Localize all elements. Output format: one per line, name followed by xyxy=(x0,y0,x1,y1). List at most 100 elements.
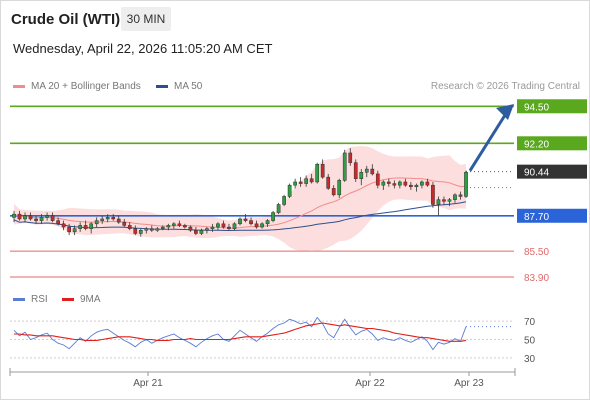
candle-body xyxy=(166,225,171,228)
candle-body xyxy=(265,220,270,225)
candle-body xyxy=(34,218,38,221)
candle-body xyxy=(304,178,308,184)
candle-body xyxy=(375,173,380,186)
candle-body xyxy=(409,184,413,188)
candle-body xyxy=(386,181,391,184)
candle-body xyxy=(287,184,292,197)
candle-body xyxy=(23,215,27,220)
rsi-level-label-70: 70 xyxy=(524,317,536,328)
legend-ma50: MA 50 xyxy=(156,81,202,92)
candle-body xyxy=(442,199,446,202)
candle-body xyxy=(348,152,353,163)
candle-body xyxy=(149,228,154,231)
candle-body xyxy=(216,223,220,228)
candle-body xyxy=(127,225,132,229)
legend-rsi: RSI xyxy=(13,294,48,305)
candle-body xyxy=(464,172,468,197)
candle-body xyxy=(194,230,198,234)
candle-body xyxy=(221,223,226,228)
candle-body xyxy=(183,225,187,228)
candle-body xyxy=(326,176,331,189)
candle-body xyxy=(342,152,347,181)
level-box-90.44 xyxy=(517,164,587,179)
candle-body xyxy=(425,181,430,186)
candle-body xyxy=(61,223,66,228)
candle-body xyxy=(188,226,193,231)
candle-body xyxy=(353,162,358,179)
candle-body xyxy=(447,199,452,202)
candle-body xyxy=(83,225,88,229)
candle-body xyxy=(160,226,165,229)
candle-body xyxy=(436,199,441,205)
candle-body xyxy=(453,194,457,200)
candle-body xyxy=(210,226,215,229)
rsi-label: RSI xyxy=(31,294,48,305)
candle-body xyxy=(56,220,60,225)
timeframe-badge[interactable]: 30 MIN xyxy=(121,7,171,31)
candle-body xyxy=(403,181,408,186)
rsi-ma9-line xyxy=(14,322,467,342)
level-label-87.70: 87.70 xyxy=(524,212,549,223)
ma50-swatch xyxy=(156,85,168,88)
level-label-83.90: 83.90 xyxy=(524,273,549,284)
level-label-94.50: 94.50 xyxy=(524,102,549,113)
x-tick-label-0: Apr 21 xyxy=(133,378,163,389)
candle-body xyxy=(227,226,231,229)
candle-body xyxy=(155,228,160,231)
candle-body xyxy=(249,220,253,225)
candle-body xyxy=(243,218,248,221)
candle-body xyxy=(12,213,16,218)
candle-body xyxy=(337,180,342,196)
level-label-90.44: 90.44 xyxy=(524,168,549,179)
rsi-swatch xyxy=(13,298,25,301)
candle-body xyxy=(133,228,138,234)
bollinger-band xyxy=(14,146,466,251)
candle-body xyxy=(271,212,275,221)
ma20-label: MA 20 + Bollinger Bands xyxy=(31,81,141,92)
candle-body xyxy=(28,215,33,220)
rsi-line xyxy=(13,316,467,351)
level-label-92.20: 92.20 xyxy=(524,139,549,150)
candle-body xyxy=(116,218,121,223)
ma20-line xyxy=(13,177,467,229)
level-label-85.50: 85.50 xyxy=(524,247,549,258)
rsi-level-label-30: 30 xyxy=(524,354,536,365)
candle-body xyxy=(238,218,242,225)
candle-body xyxy=(420,181,424,186)
candle-body xyxy=(364,168,369,173)
candle-body xyxy=(370,168,375,175)
candle-body xyxy=(138,230,143,234)
candle-body xyxy=(94,220,99,225)
projection-arrow-shaft xyxy=(468,114,507,172)
candle-body xyxy=(282,196,286,205)
candle-body xyxy=(431,184,435,205)
candle-body xyxy=(39,217,44,221)
x-tick-label-1: Apr 22 xyxy=(355,378,385,389)
candle-body xyxy=(254,223,259,228)
candle-body xyxy=(381,181,386,186)
rsi-level-label-50: 50 xyxy=(524,336,536,347)
candle-body xyxy=(50,215,55,221)
candle-body xyxy=(67,226,71,233)
candle-body xyxy=(309,178,314,183)
candle-body xyxy=(172,223,176,226)
candle-body xyxy=(100,218,105,221)
candle-body xyxy=(17,213,22,220)
level-box-94.50 xyxy=(517,99,587,114)
candle-body xyxy=(414,184,419,188)
instrument-title: Crude Oil (WTI) xyxy=(11,11,121,28)
candle-body xyxy=(122,221,127,226)
legend-ma20: MA 20 + Bollinger Bands xyxy=(13,81,141,92)
candle-body xyxy=(45,215,49,218)
candle-body xyxy=(89,223,94,229)
ma9-label: 9MA xyxy=(80,294,101,305)
level-box-87.70 xyxy=(517,208,587,223)
candle-body xyxy=(72,228,77,233)
candle-body xyxy=(331,188,336,196)
candle-body xyxy=(392,183,397,186)
ma9-swatch xyxy=(62,298,74,301)
candle-body xyxy=(298,181,303,184)
research-credit: Research © 2026 Trading Central xyxy=(430,81,580,92)
candle-body xyxy=(199,230,204,234)
